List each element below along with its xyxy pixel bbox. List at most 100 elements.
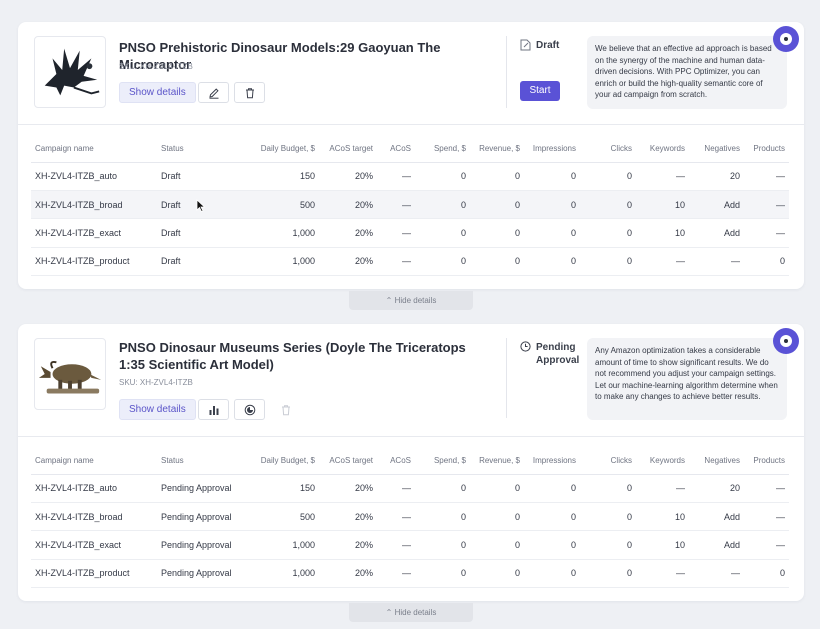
header-divider <box>506 36 507 108</box>
daily-budget[interactable]: 150 <box>241 474 319 503</box>
target-button[interactable] <box>234 399 265 420</box>
delete-button[interactable] <box>234 82 265 103</box>
daily-budget[interactable]: 1,000 <box>241 530 319 560</box>
statistics-button[interactable] <box>198 399 229 420</box>
col-impressions[interactable]: Impressions <box>524 136 580 163</box>
negatives-add-link[interactable]: Add <box>689 218 744 248</box>
col-spend[interactable]: Spend, $ <box>415 136 470 163</box>
daily-budget[interactable]: 1,000 <box>241 218 319 248</box>
col-revenue[interactable]: Revenue, $ <box>470 448 524 475</box>
col-products[interactable]: Products <box>744 448 789 475</box>
assistant-avatar-icon[interactable] <box>773 328 799 354</box>
table-row[interactable]: XH-ZVL4-ITZB_exact Draft 1,000 20% — 0 0… <box>31 218 789 248</box>
daily-budget[interactable]: 1,000 <box>241 247 319 277</box>
keywords-link[interactable]: 10 <box>636 502 689 532</box>
daily-budget[interactable]: 1,000 <box>241 559 319 589</box>
products-link[interactable]: 0 <box>744 247 789 277</box>
col-spend[interactable]: Spend, $ <box>415 448 470 475</box>
keywords: — <box>636 559 689 589</box>
acos-target[interactable]: 20% <box>319 190 377 220</box>
revenue: 0 <box>470 162 524 191</box>
impressions: 0 <box>524 190 580 220</box>
table-row[interactable]: XH-ZVL4-ITZB_auto Pending Approval 150 2… <box>31 474 789 503</box>
table-row[interactable]: XH-ZVL4-ITZB_broad Pending Approval 500 … <box>31 502 789 532</box>
edit-button[interactable] <box>198 82 229 103</box>
products-link[interactable]: 0 <box>744 559 789 589</box>
table-row[interactable]: XH-ZVL4-ITZB_broad Draft 500 20% — 0 0 0… <box>31 190 789 220</box>
microraptor-image <box>44 48 100 96</box>
status-label: Pending Approval <box>536 342 580 366</box>
product-sku: SKU: XH-ZVL4-ITZB <box>119 62 193 71</box>
col-acos[interactable]: ACoS <box>377 448 415 475</box>
daily-budget[interactable]: 500 <box>241 502 319 532</box>
keywords-link[interactable]: 10 <box>636 190 689 220</box>
acos-target[interactable]: 20% <box>319 218 377 248</box>
col-clicks[interactable]: Clicks <box>580 136 636 163</box>
daily-budget[interactable]: 150 <box>241 162 319 191</box>
start-button[interactable]: Start <box>520 81 560 101</box>
product-card-1: PNSO Prehistoric Dinosaur Models:29 Gaoy… <box>18 22 804 289</box>
hide-details-button[interactable]: ⌃ Hide details <box>349 291 473 310</box>
impressions: 0 <box>524 162 580 191</box>
keywords: — <box>636 162 689 191</box>
acos: — <box>377 162 415 191</box>
col-keywords[interactable]: Keywords <box>636 448 689 475</box>
campaign-status: Draft <box>157 218 241 248</box>
campaign-name[interactable]: XH-ZVL4-ITZB_product <box>31 559 157 589</box>
col-campaign-name[interactable]: Campaign name <box>31 136 157 163</box>
acos: — <box>377 247 415 277</box>
hide-details-button[interactable]: ⌃ Hide details <box>349 603 473 622</box>
col-negatives[interactable]: Negatives <box>689 136 744 163</box>
table-row[interactable]: XH-ZVL4-ITZB_product Pending Approval 1,… <box>31 559 789 589</box>
hide-details-label: Hide details <box>394 296 437 305</box>
acos-target[interactable]: 20% <box>319 474 377 503</box>
col-negatives[interactable]: Negatives <box>689 448 744 475</box>
keywords-link[interactable]: 10 <box>636 530 689 560</box>
col-daily-budget[interactable]: Daily Budget, $ <box>241 136 319 163</box>
acos: — <box>377 474 415 503</box>
revenue: 0 <box>470 247 524 277</box>
campaign-name[interactable]: XH-ZVL4-ITZB_broad <box>31 190 157 220</box>
acos-target[interactable]: 20% <box>319 247 377 277</box>
daily-budget[interactable]: 500 <box>241 190 319 220</box>
revenue: 0 <box>470 218 524 248</box>
campaign-name[interactable]: XH-ZVL4-ITZB_auto <box>31 474 157 503</box>
negatives-link[interactable]: 20 <box>689 474 744 503</box>
negatives: — <box>689 247 744 277</box>
col-status[interactable]: Status <box>157 448 241 475</box>
acos-target[interactable]: 20% <box>319 162 377 191</box>
campaign-name[interactable]: XH-ZVL4-ITZB_broad <box>31 502 157 532</box>
acos-target[interactable]: 20% <box>319 502 377 532</box>
show-details-button[interactable]: Show details <box>119 399 196 420</box>
col-acos-target[interactable]: ACoS target <box>319 136 377 163</box>
keywords-link[interactable]: 10 <box>636 218 689 248</box>
col-revenue[interactable]: Revenue, $ <box>470 136 524 163</box>
show-details-button[interactable]: Show details <box>119 82 196 103</box>
col-acos[interactable]: ACoS <box>377 136 415 163</box>
campaign-name[interactable]: XH-ZVL4-ITZB_auto <box>31 162 157 191</box>
assistant-avatar-icon[interactable] <box>773 26 799 52</box>
col-acos-target[interactable]: ACoS target <box>319 448 377 475</box>
table-row[interactable]: XH-ZVL4-ITZB_product Draft 1,000 20% — 0… <box>31 247 789 277</box>
col-status[interactable]: Status <box>157 136 241 163</box>
col-clicks[interactable]: Clicks <box>580 448 636 475</box>
table-row[interactable]: XH-ZVL4-ITZB_exact Pending Approval 1,00… <box>31 530 789 560</box>
col-daily-budget[interactable]: Daily Budget, $ <box>241 448 319 475</box>
negatives-link[interactable]: 20 <box>689 162 744 191</box>
acos: — <box>377 530 415 560</box>
col-keywords[interactable]: Keywords <box>636 136 689 163</box>
acos-target[interactable]: 20% <box>319 530 377 560</box>
table-row[interactable]: XH-ZVL4-ITZB_auto Draft 150 20% — 0 0 0 … <box>31 162 789 191</box>
status-label: Draft <box>536 40 560 51</box>
col-campaign-name[interactable]: Campaign name <box>31 448 157 475</box>
col-products[interactable]: Products <box>744 136 789 163</box>
trash-icon <box>245 87 254 98</box>
negatives-add-link[interactable]: Add <box>689 190 744 220</box>
acos: — <box>377 190 415 220</box>
campaign-name[interactable]: XH-ZVL4-ITZB_product <box>31 247 157 277</box>
acos-target[interactable]: 20% <box>319 559 377 589</box>
campaign-name[interactable]: XH-ZVL4-ITZB_exact <box>31 530 157 560</box>
campaign-name[interactable]: XH-ZVL4-ITZB_exact <box>31 218 157 248</box>
col-impressions[interactable]: Impressions <box>524 448 580 475</box>
campaign-status: Pending Approval <box>157 559 241 589</box>
